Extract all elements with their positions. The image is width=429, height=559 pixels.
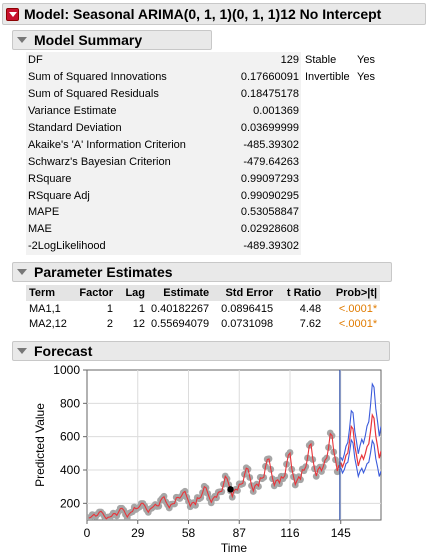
summary-row: Akaike's 'A' Information Criterion -485.3…	[26, 136, 395, 154]
summary-label: Sum of Squared Innovations	[26, 68, 202, 86]
summary-value: 0.17660091	[202, 68, 301, 86]
table-cell: 0.55694079	[151, 317, 210, 330]
summary-value: 0.03699999	[202, 119, 301, 137]
table-cell: 0.40182267	[151, 302, 210, 315]
x-tick-label: 87	[233, 526, 247, 540]
summary-value: -489.39302	[202, 237, 301, 255]
y-tick-label: 400	[60, 463, 80, 477]
summary-label: RSquare Adj	[26, 187, 202, 205]
model-title: Model: Seasonal ARIMA(0, 1, 1)(0, 1, 1)1…	[24, 6, 382, 22]
summary-row: MAPE 0.53058847	[26, 204, 395, 221]
summary-row: -2LogLikelihood -489.39302	[26, 237, 395, 255]
table-cell: <.0001*	[338, 302, 378, 315]
y-tick-label: 1000	[53, 363, 80, 377]
x-tick-label: 145	[331, 526, 351, 540]
flag-value: Yes	[357, 54, 375, 67]
actual-point	[312, 472, 320, 480]
model-summary-table: DF 129 Stable Yes Sum of Squared Innovations…	[26, 52, 395, 255]
summary-row: RSquare Adj 0.99090295	[26, 187, 395, 205]
table-cell: 1	[138, 302, 145, 315]
summary-label: Sum of Squared Residuals	[26, 85, 202, 103]
table-cell: 4.48	[299, 302, 322, 315]
summary-value: -479.64263	[202, 153, 301, 171]
summary-value: 129	[202, 52, 301, 69]
summary-row: MAE 0.02928608	[26, 220, 395, 238]
upper-limit-line	[340, 382, 381, 462]
summary-row: Schwarz's Bayesian Criterion -479.64263	[26, 153, 395, 171]
summary-row: RSquare 0.99097293	[26, 170, 395, 188]
summary-label: MAE	[26, 220, 202, 238]
actual-point	[333, 468, 341, 476]
y-tick-label: 200	[60, 496, 80, 510]
column-header[interactable]: Term	[26, 285, 72, 301]
column-header[interactable]: Std Error	[212, 285, 277, 301]
summary-value: 0.02928608	[202, 220, 301, 238]
summary-label: RSquare	[26, 170, 202, 188]
summary-row: Standard Deviation 0.03699999	[26, 119, 395, 137]
model-summary-title: Model Summary	[34, 32, 143, 48]
table-row: MA1,1 1 1 0.40182267 0.0896415 4.48 <.0001*	[26, 301, 380, 316]
table-cell: MA1,1	[29, 302, 61, 315]
selected-point	[227, 486, 234, 493]
summary-row: DF 129 Stable Yes	[26, 52, 395, 69]
table-cell: MA2,12	[29, 317, 67, 330]
column-header[interactable]: Prob>|t|	[324, 285, 381, 301]
summary-label: DF	[26, 52, 202, 69]
table-cell: 0.0731098	[221, 317, 274, 330]
x-axis-label: Time	[221, 541, 248, 555]
disclosure-icon[interactable]	[17, 37, 27, 43]
flag-label: Invertible	[305, 71, 350, 84]
model-summary-header[interactable]: Model Summary	[12, 30, 212, 50]
model-red-triangle-menu-icon[interactable]	[6, 7, 19, 21]
summary-value: 0.18475178	[202, 85, 301, 103]
forecast-header[interactable]: Forecast	[12, 341, 390, 361]
table-cell: 0.0896415	[221, 302, 274, 315]
summary-row: Sum of Squared Innovations 0.17660091 Inve…	[26, 68, 395, 86]
disclosure-icon[interactable]	[17, 348, 27, 354]
summary-label: Akaike's 'A' Information Criterion	[26, 136, 202, 154]
table-cell: 7.62	[299, 317, 322, 330]
y-tick-label: 800	[60, 396, 80, 410]
summary-label: Standard Deviation	[26, 119, 202, 137]
x-tick-label: 58	[182, 526, 196, 540]
y-axis-label: Predicted Value	[33, 403, 47, 487]
flag-value: Yes	[357, 71, 375, 84]
summary-label: MAPE	[26, 204, 202, 221]
forecast-title: Forecast	[34, 343, 93, 359]
column-header[interactable]: Factor	[72, 285, 116, 301]
x-tick-label: 29	[131, 526, 145, 540]
summary-label: -2LogLikelihood	[26, 237, 202, 255]
column-header[interactable]: Lag	[116, 285, 148, 301]
table-cell: <.0001*	[338, 317, 378, 330]
x-tick-label: 116	[280, 526, 299, 540]
table-row: MA2,12 2 12 0.55694079 0.0731098 7.62 <.0001*	[26, 316, 380, 331]
summary-row: Sum of Squared Residuals 0.18475178	[26, 85, 395, 103]
model-outline-header[interactable]: Model: Seasonal ARIMA(0, 1, 1)(0, 1, 1)1…	[2, 3, 426, 25]
disclosure-icon[interactable]	[17, 269, 27, 275]
summary-row: Variance Estimate 0.001369	[26, 102, 395, 120]
summary-value: 0.53058847	[202, 204, 301, 221]
table-cell: 1	[106, 302, 113, 315]
column-header[interactable]: Estimate	[148, 285, 213, 301]
table-cell: 2	[106, 317, 113, 330]
summary-value: 0.99090295	[202, 187, 301, 205]
table-cell: 12	[132, 317, 145, 330]
summary-label: Variance Estimate	[26, 102, 202, 120]
summary-value: 0.001369	[202, 102, 301, 120]
parameter-estimates-header[interactable]: Parameter Estimates	[12, 262, 392, 282]
flag-label: Stable	[305, 54, 337, 67]
lower-limit-line	[340, 438, 381, 479]
summary-label: Schwarz's Bayesian Criterion	[26, 153, 202, 171]
x-tick-label: 0	[84, 526, 91, 540]
summary-value: 0.99097293	[202, 170, 301, 188]
summary-value: -485.39302	[202, 136, 301, 154]
forecast-chart[interactable]: 0 29 58 87 116 145 200 400 600 800 1000 Time Predict…	[0, 362, 429, 559]
y-tick-label: 600	[60, 430, 80, 444]
parameter-estimates-title: Parameter Estimates	[34, 264, 173, 280]
predicted-line	[88, 432, 340, 520]
forecast-line	[340, 412, 381, 469]
parameter-estimates-table: Term Factor Lag Estimate Std Error t Ratio Pro…	[26, 285, 381, 331]
column-header[interactable]: t Ratio	[276, 285, 325, 301]
